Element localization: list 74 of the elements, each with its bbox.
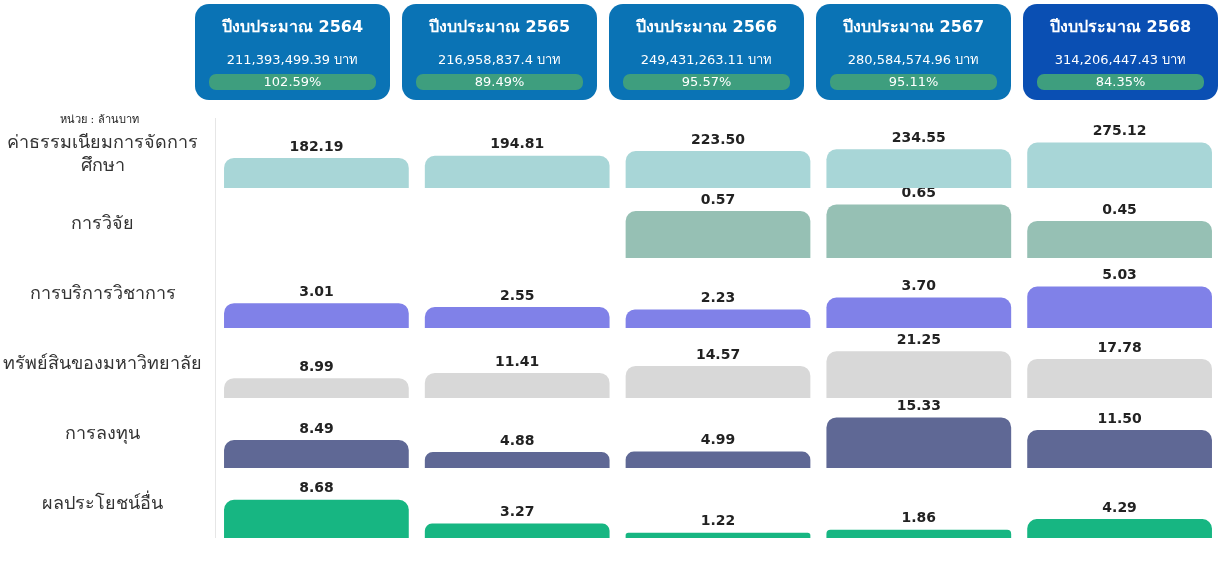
data-label: 275.12 xyxy=(1092,122,1147,139)
text: 89.49% xyxy=(416,74,583,90)
text: 211,393,499.39 บาท xyxy=(225,51,360,69)
text: 95.57% xyxy=(623,74,790,90)
data-label: 15.33 xyxy=(896,397,941,414)
data-label: 1.22 xyxy=(700,512,736,529)
bar xyxy=(625,451,811,468)
data-label: 3.27 xyxy=(499,503,535,520)
text: การวิจัย xyxy=(70,211,135,236)
bar xyxy=(826,417,1012,468)
bar xyxy=(224,439,409,468)
data-label: 0.57 xyxy=(700,190,736,207)
data-label: 8.68 xyxy=(299,479,334,496)
chart-title: ผลประโยชน์อื่น xyxy=(41,489,164,516)
bar xyxy=(1027,142,1212,188)
bar xyxy=(625,309,811,328)
data-label: 5.03 xyxy=(1102,266,1137,283)
data-label: 21.25 xyxy=(896,330,941,347)
data-label: 8.49 xyxy=(299,419,334,436)
data-label: 11.41 xyxy=(495,352,540,369)
data-label: 4.99 xyxy=(700,431,736,448)
data-label: 4.29 xyxy=(1102,498,1137,515)
data-label: 182.19 xyxy=(289,137,344,154)
text: 249,431,263.11 บาท xyxy=(639,51,774,69)
bar xyxy=(1027,519,1212,538)
bar xyxy=(826,529,1012,538)
bar xyxy=(826,351,1012,398)
bar xyxy=(424,523,610,538)
data-label: 8.99 xyxy=(299,357,334,374)
bar xyxy=(224,303,409,328)
bar xyxy=(1027,286,1212,328)
category-label: ปีงบประมาณ 2565 xyxy=(427,16,572,38)
bar xyxy=(424,372,610,398)
data-label: 0.45 xyxy=(1102,200,1137,217)
data-label: 2.23 xyxy=(700,289,736,306)
bar xyxy=(826,149,1012,188)
bar xyxy=(1027,358,1212,398)
bar xyxy=(424,451,610,468)
category-label: ปีงบประมาณ 2567 xyxy=(841,16,986,38)
data-label: 17.78 xyxy=(1097,338,1142,355)
data-label: 14.57 xyxy=(695,345,741,362)
text: 314,206,447.43 บาท xyxy=(1053,51,1188,69)
chart-title: ทรัพย์สินของมหาวิทยาลัย xyxy=(2,351,203,376)
data-label: 223.50 xyxy=(691,130,746,147)
category-label: ปีงบประมาณ 2568 xyxy=(1048,16,1193,38)
data-label: 3.01 xyxy=(299,282,334,299)
bar xyxy=(224,499,409,538)
bar xyxy=(424,306,610,328)
data-label: 11.50 xyxy=(1097,409,1142,426)
text: 216,958,837.4 บาท xyxy=(436,51,563,69)
bar xyxy=(625,365,811,398)
bar xyxy=(224,378,409,398)
data-label: 194.81 xyxy=(490,135,545,152)
chart-title: การบริการวิชาการ xyxy=(28,281,177,306)
bar xyxy=(224,157,409,188)
data-label: 2.55 xyxy=(499,286,535,303)
bar xyxy=(625,151,811,188)
category-label: ปีงบประมาณ 2566 xyxy=(634,16,779,38)
text: 84.35% xyxy=(1037,74,1204,90)
chart-title: ค่าธรรมเนียมการจัดการศึกษา xyxy=(7,130,198,175)
bar xyxy=(826,297,1012,328)
bar xyxy=(1027,430,1212,468)
text: 280,584,574.96 บาท xyxy=(846,51,981,69)
data-label: 234.55 xyxy=(891,128,946,145)
data-label: 3.70 xyxy=(901,277,937,294)
data-label: 1.86 xyxy=(901,509,937,526)
category-label: ปีงบประมาณ 2564 xyxy=(220,16,365,38)
text: 102.59% xyxy=(209,74,376,90)
bar xyxy=(625,532,811,538)
text: หน่วย : ล้านบาท xyxy=(60,112,139,128)
text: 95.11% xyxy=(830,74,997,90)
bar xyxy=(424,155,610,188)
chart-title: การลงทุน xyxy=(64,421,141,446)
data-label: 4.88 xyxy=(499,431,535,448)
